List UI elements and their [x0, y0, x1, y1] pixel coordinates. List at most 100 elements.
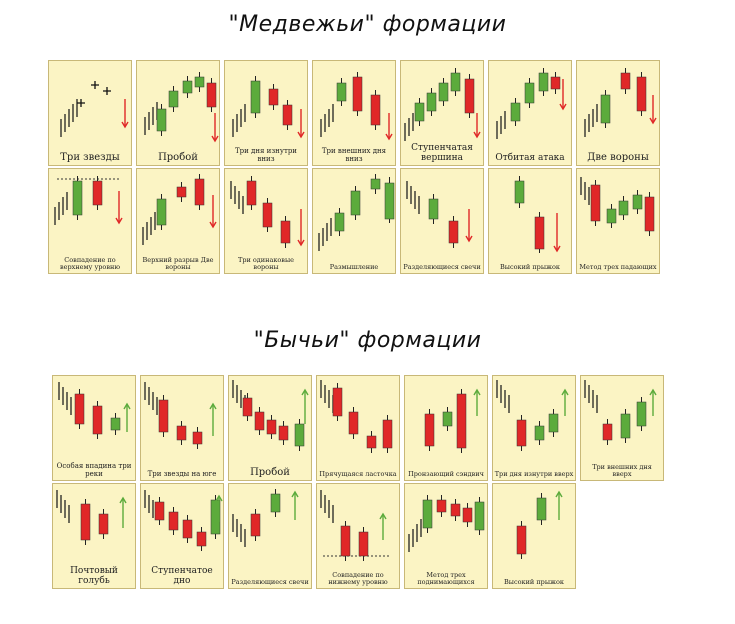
bullish-candle	[538, 72, 549, 92]
up-arrow-head	[301, 388, 309, 396]
pattern-label: Три внешних дня вниз	[321, 147, 387, 163]
bearish-candle	[436, 499, 447, 513]
bearish-candle	[246, 180, 257, 206]
star-cross-icon	[91, 81, 99, 89]
up-arrow-head	[473, 388, 481, 396]
bullish-candle	[370, 178, 381, 190]
bearish-candle	[192, 431, 203, 445]
down-arrow-head	[209, 221, 217, 229]
bullish-candle	[548, 413, 559, 433]
pattern-chart	[584, 68, 657, 137]
bearish-candle	[516, 525, 527, 555]
bearish-candle	[644, 196, 655, 232]
bullish-candle	[438, 82, 449, 102]
down-arrow-head	[649, 117, 657, 125]
bearish-pattern-panel: Три одинаковые вороны	[224, 168, 308, 274]
bearish-section-title: "Медвежьи" формации	[228, 12, 507, 37]
bearish-candle	[80, 503, 91, 541]
pattern-label: Почтовый голубь	[70, 566, 118, 586]
down-arrow-head	[211, 135, 219, 143]
pattern-label: Отбитая атака	[495, 152, 565, 163]
bearish-candle	[282, 104, 293, 126]
bullish-pattern-panel: Прячущаяся ласточка	[316, 375, 400, 481]
bearish-candle	[424, 413, 435, 447]
pattern-chart	[404, 68, 481, 141]
bearish-pattern-panel: Ступенчатая вершина	[400, 60, 484, 166]
bearish-candle	[196, 531, 207, 547]
bearish-candle	[250, 513, 261, 537]
bullish-candle	[384, 182, 395, 220]
down-arrow-head	[465, 235, 473, 243]
pattern-chart	[144, 382, 217, 449]
pattern-label: Две вороны	[587, 151, 649, 163]
bearish-pattern-panel: Три звезды	[48, 60, 132, 166]
bearish-candle	[176, 425, 187, 441]
pattern-chart	[144, 490, 223, 551]
bullish-section-title: "Бычьи" формации	[253, 328, 482, 353]
bearish-candle	[534, 216, 545, 250]
pattern-label: Пробой	[250, 466, 290, 478]
pattern-label: Три звезды на юге	[147, 469, 217, 478]
pattern-label: Прячущаяся ласточка	[319, 470, 397, 479]
bearish-candle	[242, 397, 253, 417]
bullish-pattern-panel: Совпадение по нижнему уровню	[316, 483, 400, 589]
bullish-candle	[620, 413, 631, 439]
bullish-candle	[450, 72, 461, 92]
bearish-pattern-panel: Метод трех падающих	[576, 168, 660, 274]
down-arrow-head	[553, 245, 561, 253]
bullish-pattern-panel: Пробой	[228, 375, 312, 481]
bearish-candle	[154, 501, 165, 521]
bearish-pattern-panel: Верхний разрыв Две вороны	[136, 168, 220, 274]
bullish-pattern-panel: Высокий прыжок	[492, 483, 576, 589]
bearish-candle	[92, 405, 103, 435]
bullish-pattern-panel: Разделяющиеся свечи	[228, 483, 312, 589]
bearish-candle	[74, 393, 85, 425]
up-arrow-head	[215, 494, 223, 502]
bullish-candle	[270, 493, 281, 513]
pattern-label: Три одинаковые вороны	[237, 256, 294, 272]
pattern-label: Высокий прыжок	[500, 263, 560, 272]
pattern-label: Пронзающий сэндвич	[408, 470, 484, 479]
bearish-candle	[516, 419, 527, 447]
bullish-candle	[422, 499, 433, 529]
bearish-pattern-panel: Высокий прыжок	[488, 168, 572, 274]
bearish-candle	[448, 220, 459, 244]
bullish-candle	[600, 94, 611, 124]
up-arrow-head	[209, 402, 217, 410]
pattern-label: Метод трех падающих	[579, 263, 657, 272]
bearish-candle	[194, 178, 205, 206]
pattern-label: Три звезды	[60, 151, 120, 163]
bullish-candle	[632, 194, 643, 210]
down-arrow-head	[559, 103, 567, 111]
pattern-chart	[496, 380, 569, 451]
bullish-candle	[428, 198, 439, 220]
bearish-candle	[182, 519, 193, 539]
pattern-chart	[408, 495, 485, 552]
bullish-candle	[72, 180, 83, 216]
bearish-pattern-panel: Отбитая атака	[488, 60, 572, 166]
bearish-candle	[450, 503, 461, 517]
pattern-chart	[406, 181, 473, 248]
bearish-candle	[158, 399, 169, 433]
bearish-candle	[266, 419, 277, 435]
bullish-pattern-panel: Метод трех поднимающихся	[404, 483, 488, 589]
pattern-chart	[584, 380, 657, 445]
pattern-label: Метод трех поднимающихся	[417, 571, 475, 587]
down-arrow-head	[473, 131, 481, 139]
bullish-candle	[336, 82, 347, 102]
bullish-candle	[250, 80, 261, 114]
pattern-chart	[320, 72, 393, 141]
bullish-candle	[110, 417, 121, 431]
pattern-label: Ступенчатая вершина	[411, 143, 473, 163]
bearish-candle	[206, 82, 217, 108]
bullish-candle	[194, 76, 205, 88]
up-arrow-head	[555, 490, 563, 498]
pattern-chart	[232, 76, 305, 139]
bearish-pattern-panel: Разделяющиеся свечи	[400, 168, 484, 274]
pattern-chart	[232, 489, 299, 547]
pattern-chart	[60, 81, 129, 137]
bullish-candle	[210, 499, 221, 535]
pattern-chart	[142, 174, 217, 245]
pattern-chart	[230, 176, 305, 248]
bearish-pattern-panel: Три внешних дня вниз	[312, 60, 396, 166]
